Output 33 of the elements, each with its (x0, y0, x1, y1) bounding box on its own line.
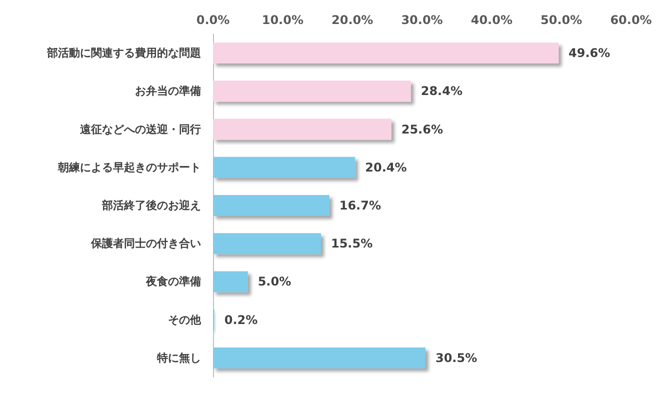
y-tick-label: 朝練による早起きのサポート (57, 160, 201, 174)
data-label: 49.6% (568, 46, 610, 60)
bar (213, 347, 426, 368)
x-tick-label: 20.0% (332, 13, 374, 27)
bar (213, 80, 411, 102)
y-tick-label: 遠征などへの送迎・同行 (79, 122, 201, 136)
data-label: 28.4% (420, 84, 462, 98)
x-tick-label: 50.0% (540, 13, 582, 27)
x-tick-label: 60.0% (610, 13, 652, 27)
x-tick-label: 0.0% (196, 13, 230, 27)
y-tick-label: 保護者同士の付き合い (90, 237, 201, 250)
bar (213, 42, 559, 64)
x-tick-label: 40.0% (470, 13, 512, 27)
y-tick-label: 部活動に関連する費用的な問題 (46, 46, 201, 60)
bar (213, 271, 248, 292)
y-tick-label: 部活終了後のお迎え (101, 199, 201, 212)
x-tick-label: 30.0% (401, 13, 443, 27)
data-label: 30.5% (435, 350, 478, 365)
data-label: 20.4% (365, 160, 407, 174)
data-label: 25.6% (401, 122, 443, 136)
data-label: 5.0% (258, 274, 292, 289)
y-tick-label: 夜食の準備 (145, 275, 201, 288)
data-label: 0.2% (224, 312, 258, 327)
bar (213, 233, 321, 254)
x-tick-label: 10.0% (262, 13, 304, 27)
bar (213, 118, 392, 140)
y-tick-label: お弁当の準備 (135, 84, 201, 98)
bar (213, 156, 356, 178)
data-label: 15.5% (330, 236, 373, 251)
y-tick-label: その他 (168, 313, 202, 326)
bar (213, 195, 330, 216)
y-tick-label: 特に無し (156, 351, 201, 364)
data-label: 16.7% (339, 198, 381, 212)
